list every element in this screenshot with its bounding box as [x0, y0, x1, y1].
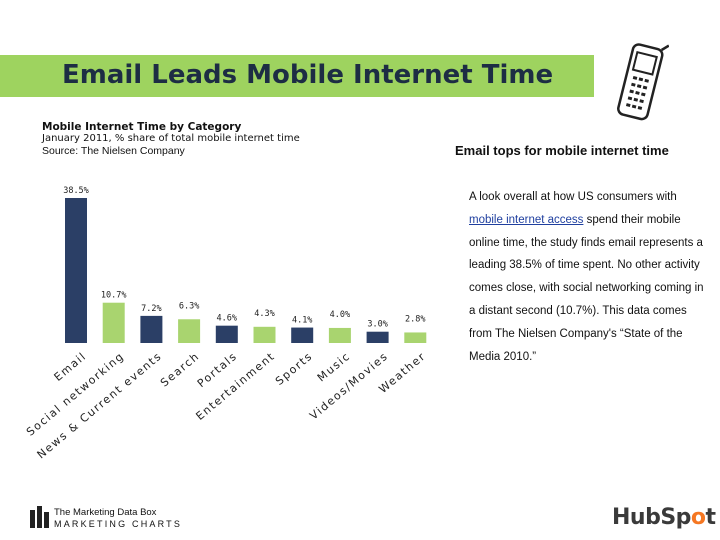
bar-social-networking	[102, 302, 125, 343]
bar-videos-movies	[366, 331, 389, 343]
value-label-videos-movies: 3.0%	[367, 320, 387, 330]
value-label-social-networking: 10.7%	[101, 291, 127, 301]
bar-search	[178, 319, 201, 343]
value-label-music: 4.0%	[330, 310, 350, 320]
side-body-part-3: spend their mobile online time, the stud…	[469, 213, 704, 363]
chart-source: Source: The Nielsen Company	[42, 145, 185, 157]
chart-header: Mobile Internet Time by Category January…	[42, 121, 300, 157]
value-label-portals: 4.6%	[217, 314, 237, 324]
bar-entertainment	[253, 326, 276, 343]
logo-line-1: The Marketing Data Box	[54, 507, 157, 518]
side-body-text: A look overall at how US consumers with …	[469, 186, 704, 368]
value-label-sports: 4.1%	[292, 316, 312, 326]
chart-subtitle: January 2011, % share of total mobile in…	[42, 133, 300, 144]
side-body-part-1: A look overall at how US consumers with	[469, 191, 677, 203]
hubspot-text: HubSpot	[612, 505, 716, 530]
hubspot-accent-letter: o	[690, 505, 706, 530]
mobile-internet-access-link[interactable]: mobile internet access	[469, 213, 584, 226]
value-label-entertainment: 4.3%	[254, 309, 274, 319]
value-label-email: 38.5%	[63, 186, 89, 196]
bar-news-current-events	[140, 315, 163, 343]
bar-music	[328, 327, 351, 343]
mobile-phone-icon	[617, 43, 669, 121]
logo-line-2: MARKETING CHARTS	[54, 519, 183, 529]
category-label-sports: Sports	[273, 349, 315, 387]
bar-portals	[215, 325, 238, 343]
value-label-news-current-events: 7.2%	[141, 304, 161, 314]
value-label-search: 6.3%	[179, 301, 199, 311]
hubspot-logo-icon: HubSpot	[612, 505, 716, 530]
side-heading: Email tops for mobile internet time	[455, 143, 669, 158]
value-label-weather: 2.8%	[405, 314, 425, 324]
slide-title: Email Leads Mobile Internet Time	[62, 60, 554, 90]
category-label-search: Search	[158, 349, 202, 389]
title-bar	[0, 55, 594, 97]
bar-sports	[291, 327, 314, 343]
marketing-charts-bars-icon	[30, 506, 49, 528]
bar-weather	[404, 332, 427, 343]
bar-email	[65, 198, 87, 343]
chart-title: Mobile Internet Time by Category	[42, 121, 242, 133]
